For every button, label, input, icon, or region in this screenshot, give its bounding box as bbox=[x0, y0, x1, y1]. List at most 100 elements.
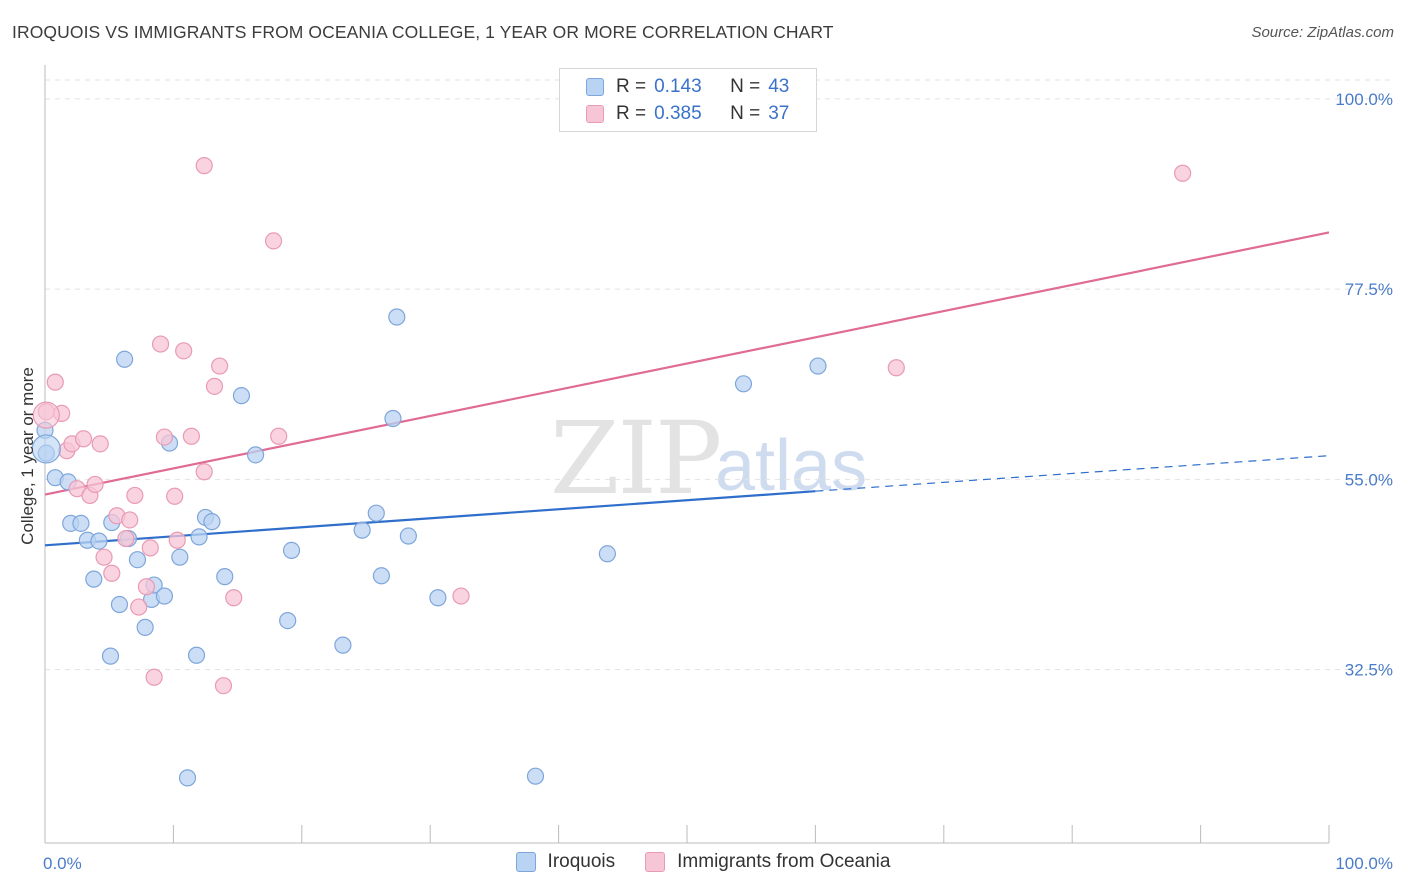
point-oceania bbox=[887, 359, 905, 377]
point-iroquois bbox=[429, 589, 447, 607]
axes bbox=[44, 65, 1330, 844]
point-oceania bbox=[103, 564, 121, 582]
point-iroquois bbox=[279, 611, 297, 630]
point-oceania bbox=[130, 598, 148, 616]
point-iroquois bbox=[187, 646, 206, 664]
point-oceania bbox=[1174, 164, 1192, 182]
point-iroquois bbox=[372, 567, 391, 585]
point-iroquois bbox=[334, 636, 352, 654]
chart-title: IROQUOIS VS IMMIGRANTS FROM OCEANIA COLL… bbox=[12, 22, 834, 42]
point-iroquois bbox=[367, 504, 385, 522]
point-oceania bbox=[155, 428, 174, 446]
correlation-legend: R = 0.143 N = 43 R = 0.385 N = 37 bbox=[559, 68, 817, 132]
y-axis-label: College, 1 year or more bbox=[18, 367, 37, 545]
point-iroquois bbox=[155, 587, 174, 605]
x-tick-label: 0.0% bbox=[43, 854, 82, 873]
trend-line-oceania bbox=[44, 231, 1330, 496]
point-iroquois bbox=[85, 570, 103, 588]
point-oceania bbox=[195, 157, 213, 175]
point-iroquois bbox=[190, 528, 208, 546]
point-iroquois bbox=[178, 769, 197, 787]
point-oceania bbox=[452, 587, 470, 605]
data-points bbox=[31, 157, 1192, 787]
point-iroquois bbox=[598, 545, 616, 563]
axis-labels: 32.5% 55.0% 77.5% 100.0% 0.0% 100.0% College, … bbox=[18, 90, 1393, 873]
point-iroquois bbox=[246, 446, 265, 464]
point-oceania bbox=[145, 668, 163, 686]
legend-row-oceania: R = 0.385 N = 37 bbox=[586, 101, 789, 127]
point-oceania bbox=[86, 475, 104, 494]
point-iroquois bbox=[72, 514, 90, 532]
point-oceania bbox=[166, 487, 184, 505]
y-tick-label: 32.5% bbox=[1345, 661, 1393, 680]
point-iroquois-large bbox=[31, 434, 61, 464]
series-label-iroquois: Iroquois bbox=[547, 851, 616, 872]
point-oceania bbox=[91, 435, 109, 453]
point-iroquois bbox=[116, 350, 134, 368]
series-label-oceania: Immigrants from Oceania bbox=[677, 851, 891, 872]
point-iroquois bbox=[353, 521, 371, 539]
legend-n-label: N = bbox=[730, 76, 761, 97]
point-oceania bbox=[121, 511, 139, 529]
legend-n-value: 43 bbox=[768, 76, 790, 97]
legend-r-label: R = bbox=[616, 103, 647, 124]
watermark-zip: ZIP bbox=[550, 400, 722, 517]
point-oceania bbox=[182, 427, 200, 445]
point-oceania bbox=[126, 486, 144, 505]
point-iroquois bbox=[809, 357, 827, 375]
point-iroquois bbox=[203, 513, 221, 531]
trend-line-iroquois bbox=[44, 490, 816, 547]
point-iroquois bbox=[526, 767, 545, 785]
legend-r-label: R = bbox=[616, 76, 647, 97]
series-swatch-blue bbox=[515, 852, 536, 872]
gridlines bbox=[45, 79, 1395, 671]
point-iroquois bbox=[136, 618, 154, 636]
y-tick-label: 77.5% bbox=[1345, 280, 1393, 299]
point-iroquois bbox=[384, 409, 402, 428]
point-iroquois bbox=[110, 595, 129, 614]
point-iroquois bbox=[101, 647, 120, 665]
point-oceania bbox=[270, 427, 288, 445]
point-iroquois bbox=[399, 527, 417, 545]
point-iroquois bbox=[232, 387, 251, 405]
series-swatch-pink bbox=[645, 852, 666, 872]
point-oceania bbox=[117, 529, 135, 548]
point-oceania-large bbox=[32, 401, 60, 429]
series-legend-iroquois[interactable]: Iroquois bbox=[515, 851, 616, 873]
point-iroquois bbox=[216, 568, 234, 586]
point-iroquois bbox=[734, 375, 753, 393]
point-oceania bbox=[74, 430, 93, 448]
point-oceania bbox=[175, 342, 193, 360]
point-iroquois bbox=[282, 541, 301, 560]
y-tick-label: 100.0% bbox=[1335, 90, 1393, 109]
x-tick-label: 100.0% bbox=[1335, 854, 1393, 873]
series-legend: Iroquois Immigrants from Oceania bbox=[0, 851, 1406, 873]
legend-n-value: 37 bbox=[768, 103, 790, 124]
point-oceania bbox=[214, 677, 233, 695]
legend-row-iroquois: R = 0.143 N = 43 bbox=[586, 74, 789, 100]
point-oceania bbox=[211, 357, 229, 375]
point-oceania bbox=[168, 531, 186, 549]
legend-n-label: N = bbox=[730, 103, 761, 124]
point-oceania bbox=[264, 232, 283, 250]
point-oceania bbox=[137, 578, 156, 596]
legend-swatch-blue bbox=[586, 78, 604, 96]
legend-r-value: 0.385 bbox=[654, 103, 702, 124]
point-oceania bbox=[195, 463, 213, 481]
point-iroquois bbox=[388, 308, 406, 326]
point-iroquois bbox=[171, 548, 189, 566]
point-oceania bbox=[225, 589, 243, 607]
source-credit: Source: ZipAtlas.com bbox=[1251, 24, 1394, 41]
point-iroquois bbox=[90, 532, 108, 550]
point-oceania bbox=[151, 335, 170, 353]
point-oceania bbox=[46, 373, 64, 391]
legend-r-value: 0.143 bbox=[654, 76, 702, 97]
trend-line-iroquois-extension bbox=[815, 455, 1330, 492]
point-oceania bbox=[141, 539, 159, 557]
point-oceania bbox=[95, 548, 113, 566]
point-oceania bbox=[205, 377, 224, 395]
point-iroquois bbox=[128, 551, 147, 569]
y-tick-label: 55.0% bbox=[1345, 470, 1393, 489]
series-legend-oceania[interactable]: Immigrants from Oceania bbox=[645, 851, 890, 873]
